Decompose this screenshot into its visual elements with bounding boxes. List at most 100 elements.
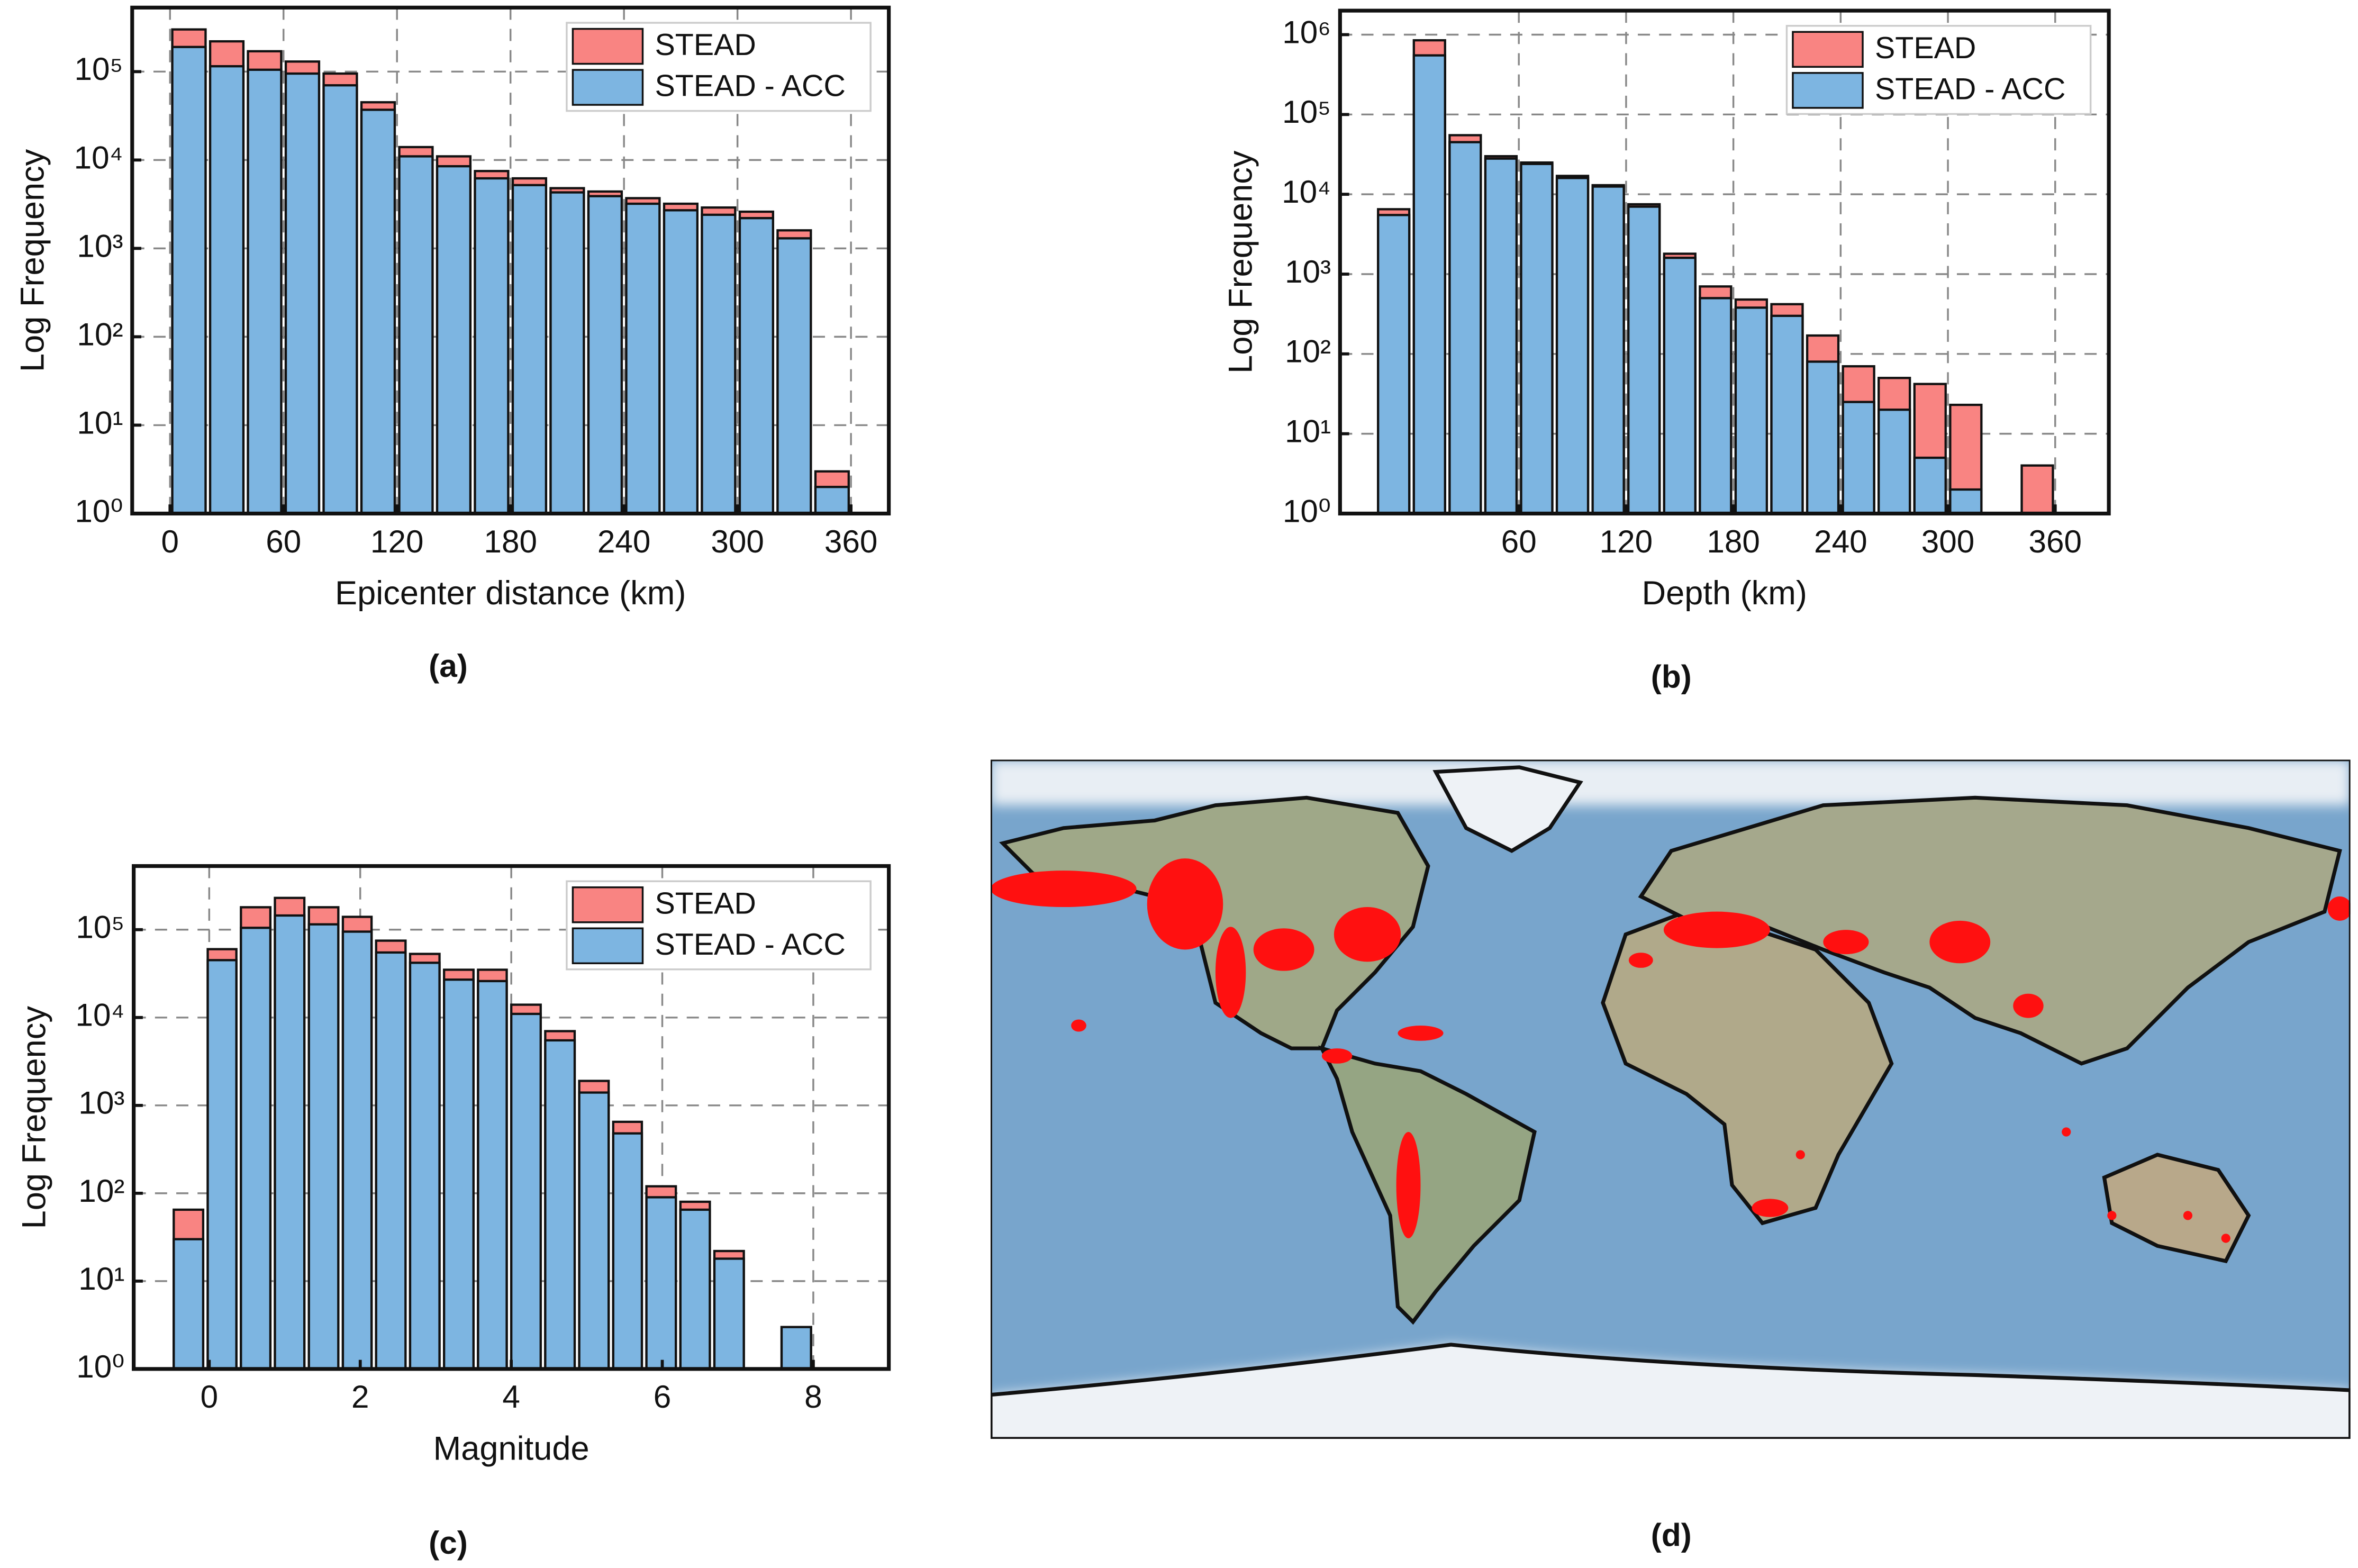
bar [544, 1039, 576, 1371]
bar [208, 65, 245, 515]
bar [776, 237, 812, 515]
y-tick-label: 10¹ [77, 404, 123, 440]
y-tick-label: 10⁴ [74, 139, 123, 175]
x-tick-label: 240 [1814, 523, 1867, 559]
bar [477, 980, 508, 1371]
y-tick-label: 10³ [1285, 253, 1331, 289]
x-tick-label: 60 [266, 523, 301, 559]
bar [247, 68, 283, 515]
bar [1699, 297, 1733, 515]
y-tick-label: 10⁴ [1282, 174, 1331, 210]
bar [1520, 162, 1554, 515]
x-tick-label: 0 [201, 1379, 219, 1415]
legend-swatch [572, 927, 644, 965]
bar [549, 191, 585, 515]
legend-label: STEAD - ACC [655, 928, 845, 962]
legend-label: STEAD - ACC [655, 69, 845, 103]
x-tick-label: 300 [1921, 523, 1975, 559]
caption: (c) [429, 1525, 468, 1561]
bar [1591, 185, 1625, 515]
bar [1734, 306, 1768, 515]
event-dots [990, 858, 2351, 1243]
bar [625, 202, 661, 515]
bar [341, 930, 373, 1371]
legend-swatch [1792, 72, 1864, 109]
bar [284, 72, 321, 515]
legend-label: STEAD [1875, 31, 1976, 65]
bar [1412, 54, 1446, 515]
y-tick-label: 10⁶ [1282, 14, 1331, 50]
x-tick-label: 8 [804, 1379, 822, 1415]
y-axis-label: Log Frequency [1222, 150, 1259, 374]
x-tick-label: 180 [1707, 523, 1760, 559]
bar [701, 213, 737, 515]
y-tick-label: 10⁴ [75, 997, 124, 1033]
y-tick-label: 10⁰ [1283, 493, 1331, 529]
bar [510, 1012, 542, 1371]
y-tick-label: 10⁵ [75, 51, 123, 87]
y-axis-label: Log Frequency [16, 1006, 53, 1229]
chart: 10⁰ 10¹ 10² 10³ 10⁴ 10⁵ 10⁶ 60 120 180 240 300 360 De… [1222, 8, 2111, 694]
bar [443, 978, 475, 1371]
bar [1806, 360, 1840, 515]
legend-label: STEAD - ACC [1875, 72, 2065, 106]
chart: 10⁰ 10¹ 10² 10³ 10⁴ 10⁵ 0 60 120 180 240 300 360 Epic… [14, 5, 891, 684]
bar [1448, 141, 1482, 515]
bar [645, 1196, 677, 1371]
bar [1878, 409, 1911, 515]
caption: (d) [1651, 1517, 1692, 1553]
x-tick-label: 240 [597, 523, 651, 559]
bar [375, 951, 407, 1371]
x-tick-label: 6 [654, 1379, 672, 1415]
x-axis-label: Depth (km) [1642, 575, 1807, 612]
x-axis-label: Magnitude [433, 1430, 590, 1467]
x-tick-label: 120 [1600, 523, 1653, 559]
bar [663, 209, 699, 515]
legend-swatch [1792, 31, 1864, 68]
x-axis-label: Epicenter distance (km) [335, 575, 686, 612]
y-tick-label: 10¹ [1285, 413, 1331, 449]
continents [990, 765, 2351, 1439]
bar [474, 177, 510, 515]
bar [578, 1091, 610, 1371]
bar [1770, 314, 1804, 515]
bar [2020, 464, 2054, 515]
bar [173, 1238, 205, 1371]
caption: (b) [1651, 658, 1692, 694]
bar [206, 959, 238, 1371]
bar [1484, 157, 1518, 515]
bar [780, 1326, 812, 1371]
bar [587, 195, 623, 515]
y-tick-label: 10⁰ [75, 493, 123, 529]
bar [307, 923, 340, 1371]
bar [1949, 488, 1983, 515]
bar [1913, 456, 1947, 515]
legend-label: STEAD [655, 28, 756, 62]
x-tick-label: 60 [1501, 523, 1537, 559]
y-tick-label: 10² [78, 1173, 124, 1209]
legend-swatch [572, 28, 644, 65]
x-tick-label: 180 [484, 523, 537, 559]
bar [738, 217, 774, 515]
bar [322, 84, 358, 515]
y-tick-label: 10⁰ [76, 1348, 124, 1384]
bar [679, 1208, 711, 1371]
caption: (a) [429, 648, 468, 684]
y-tick-label: 10² [77, 316, 123, 352]
bar [612, 1132, 643, 1371]
x-tick-label: 0 [161, 523, 179, 559]
legend-swatch [572, 886, 644, 923]
legend-swatch [572, 69, 644, 106]
bar [240, 927, 272, 1371]
y-tick-label: 10³ [78, 1085, 124, 1121]
bar [274, 914, 306, 1371]
bar [1663, 257, 1697, 515]
bar [1555, 177, 1590, 515]
bar [398, 155, 434, 515]
x-tick-label: 2 [351, 1379, 369, 1415]
y-tick-label: 10⁵ [1282, 94, 1331, 130]
bar [814, 486, 850, 515]
x-tick-label: 360 [2028, 523, 2082, 559]
y-tick-label: 10³ [77, 228, 123, 264]
